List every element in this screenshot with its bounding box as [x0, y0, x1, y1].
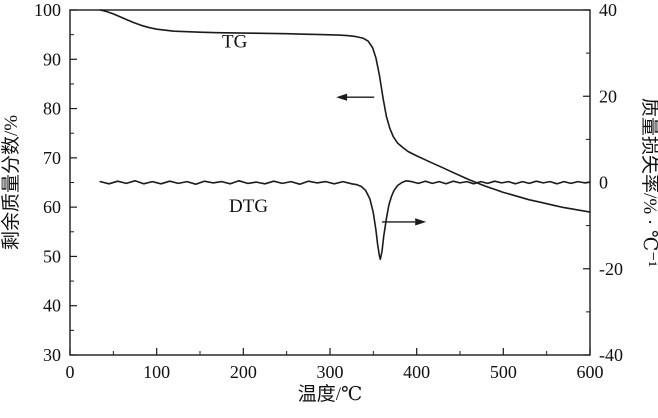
tg-curve-label: TG	[222, 32, 248, 53]
axis-pointer-arrow-tg	[336, 93, 375, 101]
x-axis-title: 温度/℃	[298, 383, 363, 405]
left-y-axis: 30 40 50 60 70 80 90 100	[34, 0, 77, 365]
x-tick-label: 600	[577, 362, 604, 382]
left-tick-label: 60	[43, 197, 61, 217]
dtg-curve-label: DTG	[229, 196, 268, 217]
x-tick-label: 200	[230, 362, 257, 382]
left-tick-label: 90	[43, 49, 61, 69]
x-tick-label: 400	[403, 362, 430, 382]
left-axis-title: 剩余质量分数/%	[0, 115, 22, 250]
tg-curve	[99, 9, 591, 213]
right-tick-label: -40	[599, 345, 623, 365]
axis-pointer-arrow-dtg	[382, 218, 427, 226]
left-tick-label: 70	[43, 148, 61, 168]
left-tick-label: 30	[43, 345, 61, 365]
left-tick-label: 80	[43, 99, 61, 119]
right-tick-label: 40	[599, 0, 617, 20]
right-y-axis: -40 -20 0 20 40	[583, 0, 623, 365]
left-tick-label: 100	[34, 0, 61, 20]
right-tick-label: -20	[599, 259, 623, 279]
x-tick-label: 300	[317, 362, 344, 382]
x-axis: 0 100 200 300 400 500 600	[66, 348, 604, 382]
dtg-curve	[99, 180, 591, 261]
right-tick-label: 0	[599, 173, 608, 193]
right-axis-title: 质量损失率/% · ℃⁻¹	[639, 98, 658, 267]
x-tick-label: 100	[143, 362, 170, 382]
x-tick-label: 500	[490, 362, 517, 382]
right-tick-label: 20	[599, 86, 617, 106]
left-tick-label: 50	[43, 246, 61, 266]
x-tick-label: 0	[66, 362, 75, 382]
left-tick-label: 40	[43, 296, 61, 316]
